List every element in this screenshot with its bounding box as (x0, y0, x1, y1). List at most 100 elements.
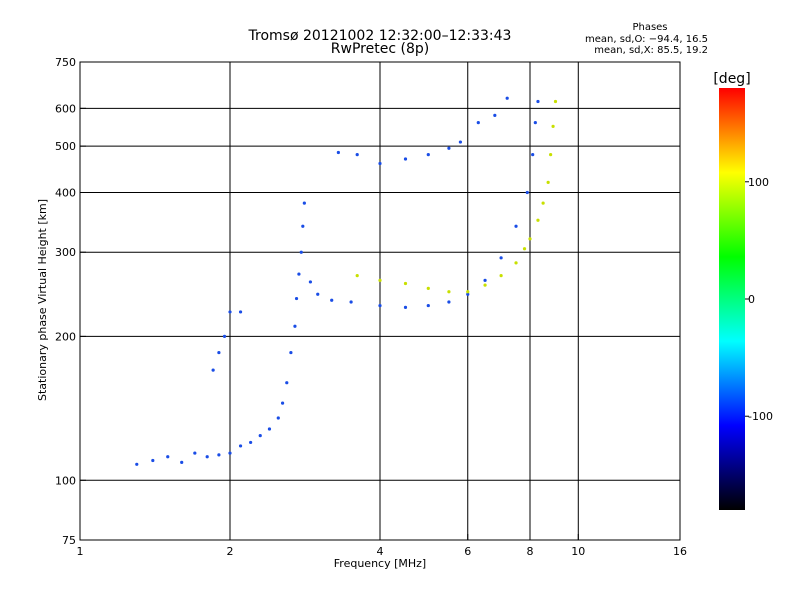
x-axis-label: Frequency [MHz] (334, 557, 426, 570)
y-tick-label: 200 (55, 330, 76, 343)
data-point (316, 292, 320, 296)
data-point (355, 153, 359, 157)
data-point (289, 350, 293, 355)
data-point (426, 303, 430, 308)
data-points (135, 96, 558, 466)
data-point (541, 201, 545, 205)
data-point (285, 381, 289, 385)
data-point (528, 237, 532, 241)
data-point (426, 153, 430, 157)
data-point (533, 121, 537, 125)
data-point (551, 124, 555, 128)
chart-title: Tromsø 20121002 12:32:00–12:33:43 (248, 28, 512, 44)
data-point (522, 247, 527, 251)
data-point (217, 350, 221, 355)
data-point (280, 401, 285, 405)
data-point (135, 462, 139, 466)
phase-stats-o: mean, sd,O: −94.4, 16.5 (585, 34, 708, 45)
data-point (293, 324, 297, 328)
data-point (447, 146, 451, 150)
data-point (238, 444, 243, 448)
colorbar-ticks: 100 0 -100 (745, 176, 773, 423)
x-tick-label: 8 (527, 545, 534, 558)
data-point (378, 278, 382, 282)
data-point (249, 440, 253, 445)
data-point (546, 180, 550, 184)
data-point (493, 113, 497, 117)
data-point (536, 99, 540, 104)
data-point (355, 274, 359, 278)
data-point (238, 310, 243, 314)
data-point (499, 256, 503, 260)
data-point (330, 298, 334, 302)
data-point (299, 250, 303, 254)
data-point (308, 280, 313, 284)
data-point (302, 201, 306, 205)
phase-stats-x: mean, sd,X: 85.5, 19.2 (594, 45, 708, 56)
data-point (466, 290, 470, 294)
data-point (514, 261, 518, 265)
y-tick-label: 300 (55, 246, 76, 259)
x-tick-label: 4 (377, 545, 384, 558)
data-point (536, 218, 540, 222)
data-point (476, 121, 480, 125)
data-point (276, 416, 280, 420)
data-point (403, 157, 408, 161)
x-tick-label: 6 (464, 545, 471, 558)
data-point (349, 300, 353, 304)
data-point (378, 303, 382, 308)
y-tick-label: 600 (55, 102, 76, 115)
data-point (217, 453, 221, 457)
data-point (514, 224, 518, 228)
data-point (525, 190, 529, 195)
data-point (258, 434, 262, 438)
data-point (549, 153, 553, 157)
data-point (301, 224, 305, 228)
data-point (211, 368, 215, 372)
data-point (531, 153, 535, 157)
colorbar (719, 88, 745, 510)
colorbar-tick-label: 0 (748, 293, 755, 306)
data-point (426, 286, 430, 291)
grid-lines (80, 62, 680, 540)
data-point (294, 296, 299, 301)
phase-stats-heading: Phases (632, 22, 667, 33)
data-point (378, 161, 382, 166)
colorbar-tick-label: -100 (748, 410, 773, 423)
data-point (447, 300, 451, 304)
x-tick-label: 2 (227, 545, 234, 558)
data-point (483, 278, 487, 282)
data-point (166, 455, 170, 459)
x-tick-label: 10 (571, 545, 585, 558)
data-point (228, 451, 232, 455)
data-point (403, 305, 408, 309)
data-point (228, 310, 232, 314)
data-point (403, 281, 408, 286)
data-point (180, 460, 184, 464)
y-tick-label: 750 (55, 56, 76, 69)
data-point (336, 150, 340, 155)
data-point (483, 283, 487, 287)
y-tick-label: 500 (55, 140, 76, 153)
colorbar-label: [deg] (713, 71, 750, 87)
x-axis-ticks: 1 2 4 6 8 10 16 (77, 534, 687, 558)
data-point (222, 334, 227, 338)
data-point (499, 274, 503, 278)
x-tick-label: 1 (77, 545, 84, 558)
data-point (505, 96, 509, 100)
data-point (553, 99, 558, 104)
y-axis-ticks: 75 100 200 300 400 500 600 750 (55, 56, 86, 547)
y-tick-label: 400 (55, 186, 76, 199)
y-tick-label: 100 (55, 474, 76, 487)
data-point (458, 140, 463, 144)
data-point (205, 455, 209, 459)
data-point (447, 290, 451, 294)
data-point (466, 292, 470, 296)
y-tick-label: 75 (62, 534, 76, 547)
data-point (297, 272, 301, 276)
x-tick-label: 16 (673, 545, 687, 558)
chart-subtitle: RwPretec (8p) (331, 41, 429, 57)
data-point (193, 451, 197, 455)
data-point (267, 427, 272, 431)
